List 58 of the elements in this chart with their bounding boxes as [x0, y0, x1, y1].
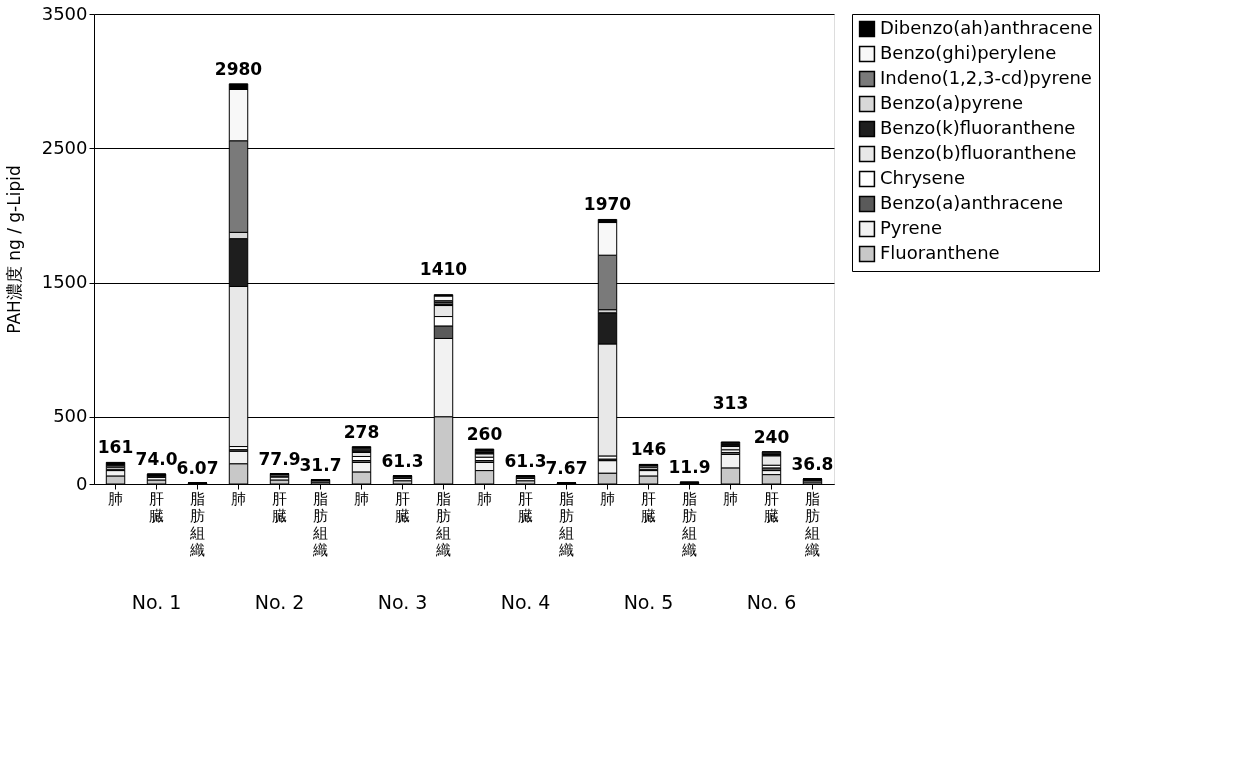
legend-label: Benzo(ghi)perylene [880, 42, 1057, 63]
total-label: 240 [753, 426, 790, 447]
text: No. 2 [254, 591, 305, 613]
x-tick-label: 肺 [722, 489, 738, 508]
legend-label: Benzo(a)anthracene [880, 192, 1064, 213]
total-label: 7.67 [545, 457, 588, 478]
y-tick-label: 500 [53, 405, 88, 427]
total-label: 161 [97, 437, 134, 458]
legend-label: Benzo(a)pyrene [880, 92, 1024, 113]
x-tick-label: 肺 [354, 489, 370, 508]
total-label: 31.7 [299, 454, 342, 475]
x-tick-label: 脂肪組織 [557, 489, 574, 559]
x-tick-label: 肝臓 [518, 489, 533, 525]
total-label: 74.0 [135, 449, 178, 470]
y-tick-label: 0 [76, 472, 88, 494]
total-label: 77.9 [258, 448, 301, 469]
text: No. 6 [746, 591, 797, 613]
total-label: 146 [630, 439, 667, 460]
total-label: 6.07 [176, 458, 219, 479]
x-tick-label: 脂肪組織 [312, 489, 329, 559]
legend-label: Fluoranthene [880, 242, 1000, 263]
total-label: 1970 [583, 194, 632, 215]
y-axis-title: PAH濃度 ng / g-Lipid [3, 165, 24, 334]
x-tick-label: 肺 [108, 489, 124, 508]
y-tick-label: 2500 [41, 136, 88, 158]
y-tick-label: 1500 [41, 271, 88, 293]
total-label: 61.3 [504, 450, 547, 471]
text: No. 4 [500, 591, 551, 613]
x-tick-label: 脂肪組織 [189, 489, 206, 559]
total-label: 260 [466, 424, 503, 445]
x-tick-label: 肝臓 [149, 489, 165, 525]
legend-label: Benzo(b)fluoranthene [880, 142, 1077, 163]
total-label: 313 [712, 392, 749, 413]
legend-label: Chrysene [880, 167, 965, 188]
x-tick-label: 脂肪組織 [803, 489, 820, 559]
total-label: 36.8 [791, 454, 834, 475]
x-tick-label: 脂肪組織 [680, 489, 697, 559]
legend-label: Benzo(k)fluoranthene [880, 117, 1076, 138]
total-label: 1410 [419, 258, 468, 279]
total-label: 11.9 [668, 457, 711, 478]
x-tick-label: 肝臓 [640, 489, 656, 525]
text: No. 1 [131, 591, 182, 613]
y-tick-label: 3500 [41, 2, 88, 24]
x-tick-label: 肺 [477, 489, 492, 508]
x-tick-label: 肺 [231, 489, 247, 508]
total-label: 278 [343, 421, 380, 442]
total-label: 2980 [214, 58, 263, 79]
x-tick-label: 肝臓 [395, 489, 410, 525]
x-tick-label: 肝臓 [763, 489, 779, 525]
text: No. 5 [623, 591, 674, 613]
text: No. 3 [377, 591, 428, 613]
x-tick-label: 肝臓 [272, 489, 288, 525]
legend-label: Dibenzo(ah)anthracene [880, 17, 1093, 38]
legend-label: Pyrene [880, 217, 943, 238]
x-tick-label: 脂肪組織 [435, 489, 451, 559]
total-label: 61.3 [381, 450, 424, 471]
legend-label: Indeno(1,2,3-cd)pyrene [880, 67, 1092, 88]
x-tick-label: 肺 [599, 489, 615, 508]
